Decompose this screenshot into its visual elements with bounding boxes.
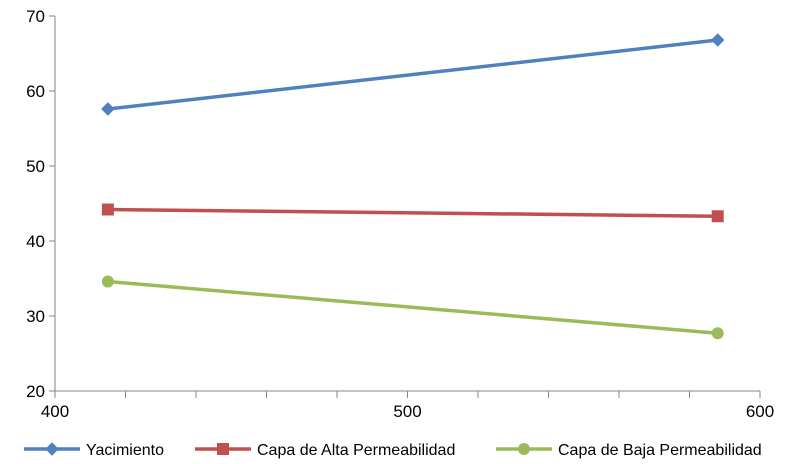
series-line: [106, 207, 720, 218]
series-2: [101, 203, 724, 223]
y-tick-label: 20: [26, 382, 45, 401]
legend: Yacimiento Capa de Alta Permeabilidad Capa…: [24, 442, 762, 459]
data-point: [101, 275, 114, 288]
series-layer: [101, 33, 725, 340]
data-point: [101, 102, 115, 116]
legend-marker: [45, 442, 59, 456]
legend-label: Yacimiento: [86, 442, 164, 459]
legend-marker: [217, 443, 229, 455]
data-point: [710, 33, 725, 47]
legend-label: Capa de Baja Permeabilidad: [558, 442, 762, 459]
y-tick-label: 50: [26, 157, 45, 176]
legend-item: Yacimiento: [24, 442, 164, 459]
series-1: [101, 33, 725, 116]
legend-item: Capa de Alta Permeabilidad: [195, 442, 455, 459]
data-point: [711, 210, 724, 223]
y-tick-label: 60: [26, 82, 45, 101]
y-tick-label: 70: [26, 7, 45, 26]
legend-item: Capa de Baja Permeabilidad: [496, 442, 762, 459]
series-line: [106, 279, 720, 335]
series-line: [106, 38, 720, 111]
series-3: [101, 275, 724, 340]
axes: 20 30 40 50 60 70 400 500 600: [26, 7, 774, 421]
legend-marker: [518, 443, 530, 455]
data-point: [711, 327, 724, 340]
legend-label: Capa de Alta Permeabilidad: [257, 442, 455, 459]
x-tick-label: 400: [41, 402, 69, 421]
x-tick-label: 500: [393, 402, 421, 421]
y-tick-label: 40: [26, 232, 45, 251]
y-tick-label: 30: [26, 307, 45, 326]
data-point: [101, 203, 114, 216]
x-tick-label: 600: [746, 402, 774, 421]
